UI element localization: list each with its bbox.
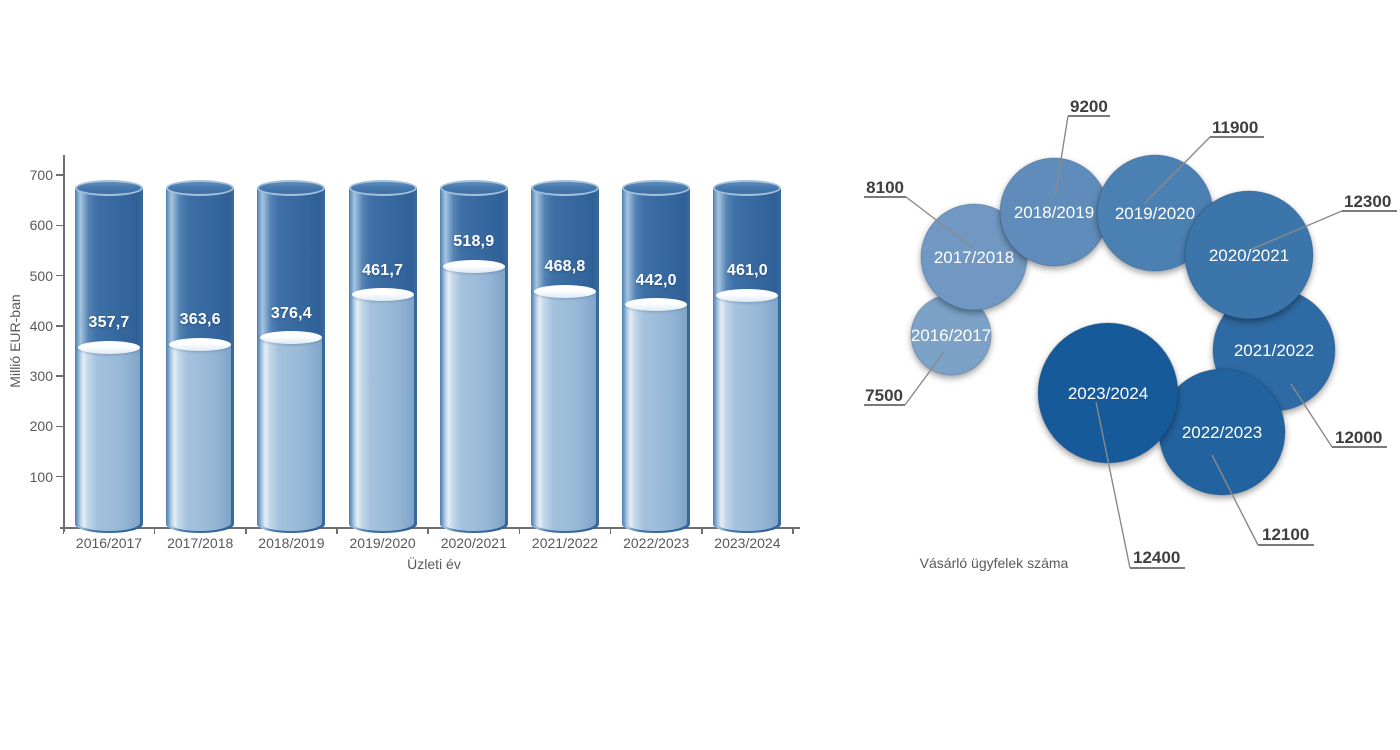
cylinder-fill-top [716, 288, 779, 302]
cylinder-fill-top [78, 340, 140, 354]
x-tick-label: 2020/2021 [440, 535, 507, 551]
x-tick-label: 2017/2018 [167, 535, 234, 551]
bar-value-label: 518,9 [453, 233, 495, 251]
cylinder-fill-body [78, 347, 140, 532]
y-tick [56, 425, 63, 428]
bar-value-label: 461,0 [726, 262, 768, 280]
cylinder-container-top [166, 179, 235, 196]
cylinder-fill-top [260, 331, 323, 345]
x-tick [336, 528, 338, 534]
cylinder-fill-body [442, 266, 505, 532]
cylinder-fill-top [351, 288, 414, 302]
cylinder-bar-chart: Millió EUR-ban Üzleti év 100 200 300 400 500… [7, 155, 800, 572]
y-tick [56, 375, 63, 377]
x-tick-label: 2019/2020 [349, 535, 416, 551]
bubble[interactable] [999, 157, 1109, 267]
x-tick [62, 528, 65, 534]
y-tick-label: 200 [29, 418, 53, 435]
bar-value-label: 357,7 [88, 314, 130, 332]
bubble-value-label: 12100 [1262, 525, 1309, 544]
y-tick-label: 500 [29, 267, 53, 284]
cylinder-container-top [257, 179, 326, 196]
x-axis-line [60, 527, 800, 529]
bubble-value-label: 11900 [1212, 118, 1258, 137]
cylinder-container-top [439, 179, 508, 196]
cylinder-fill-top [442, 259, 505, 273]
bar-value-label: 363,6 [179, 311, 221, 329]
bar-value-label: 461,7 [362, 261, 404, 279]
cylinder-fill-body [625, 304, 688, 532]
x-tick [153, 528, 156, 534]
bubble-value-label: 8100 [866, 178, 904, 197]
x-tick [792, 528, 794, 534]
cylinder-fill-top [625, 298, 688, 312]
bar-value-label: 468,8 [544, 258, 586, 276]
cylinder-fill-body [260, 337, 323, 532]
y-tick [56, 475, 63, 478]
x-tick-label: 2018/2019 [258, 535, 325, 551]
bubble[interactable] [1184, 190, 1314, 320]
y-tick-label: 400 [29, 317, 53, 334]
y-axis-line [63, 155, 65, 532]
bubble-value-label: 9200 [1070, 97, 1108, 116]
x-tick-label: 2023/2024 [714, 535, 781, 551]
x-tick-label: 2021/2022 [531, 535, 599, 551]
x-tick-label: 2016/2017 [75, 535, 143, 551]
cylinder-fill-top [534, 284, 596, 298]
cylinder-container-top [348, 179, 417, 196]
cylinder-fill-body [534, 291, 596, 532]
y-tick [56, 224, 63, 227]
bubble[interactable] [1037, 322, 1179, 464]
x-axis-title: Üzleti év [407, 556, 461, 572]
y-tick-label: 600 [29, 217, 53, 234]
cylinder-fill-body [169, 344, 232, 532]
y-tick [56, 325, 63, 327]
y-tick-label: 700 [29, 167, 53, 183]
bar-value-label: 442,0 [635, 271, 677, 289]
bar-value-label: 376,4 [270, 304, 312, 322]
cylinder-container-top [622, 179, 691, 196]
cylinder-fill-body [716, 295, 779, 532]
y-tick-label: 100 [29, 468, 53, 485]
x-tick [701, 528, 703, 534]
y-tick [56, 274, 63, 277]
y-tick [56, 174, 63, 176]
cylinder-container-top [531, 179, 599, 196]
cylinder-fill-body [351, 294, 414, 532]
cylinder-container-top [713, 179, 782, 196]
x-tick [609, 528, 612, 534]
bubble-value-label: 12300 [1344, 192, 1391, 211]
x-tick [245, 528, 247, 534]
cylinder-plot-area: 100 200 300 400 500 600 700 357,7 2016/2017 363,6… [29, 155, 800, 551]
x-tick-label: 2022/2023 [623, 535, 690, 551]
y-tick-label: 300 [29, 368, 53, 385]
x-tick [518, 528, 521, 534]
x-tick [427, 528, 429, 534]
bubble-chart-caption: Vásárló ügyfelek száma [919, 555, 1069, 571]
bubble-value-label: 12400 [1133, 548, 1180, 567]
bubble-value-label: 7500 [865, 386, 903, 405]
bubble-value-label: 12000 [1335, 428, 1382, 447]
cylinder-container-top [75, 179, 143, 196]
cylinder-fill-top [169, 337, 232, 351]
